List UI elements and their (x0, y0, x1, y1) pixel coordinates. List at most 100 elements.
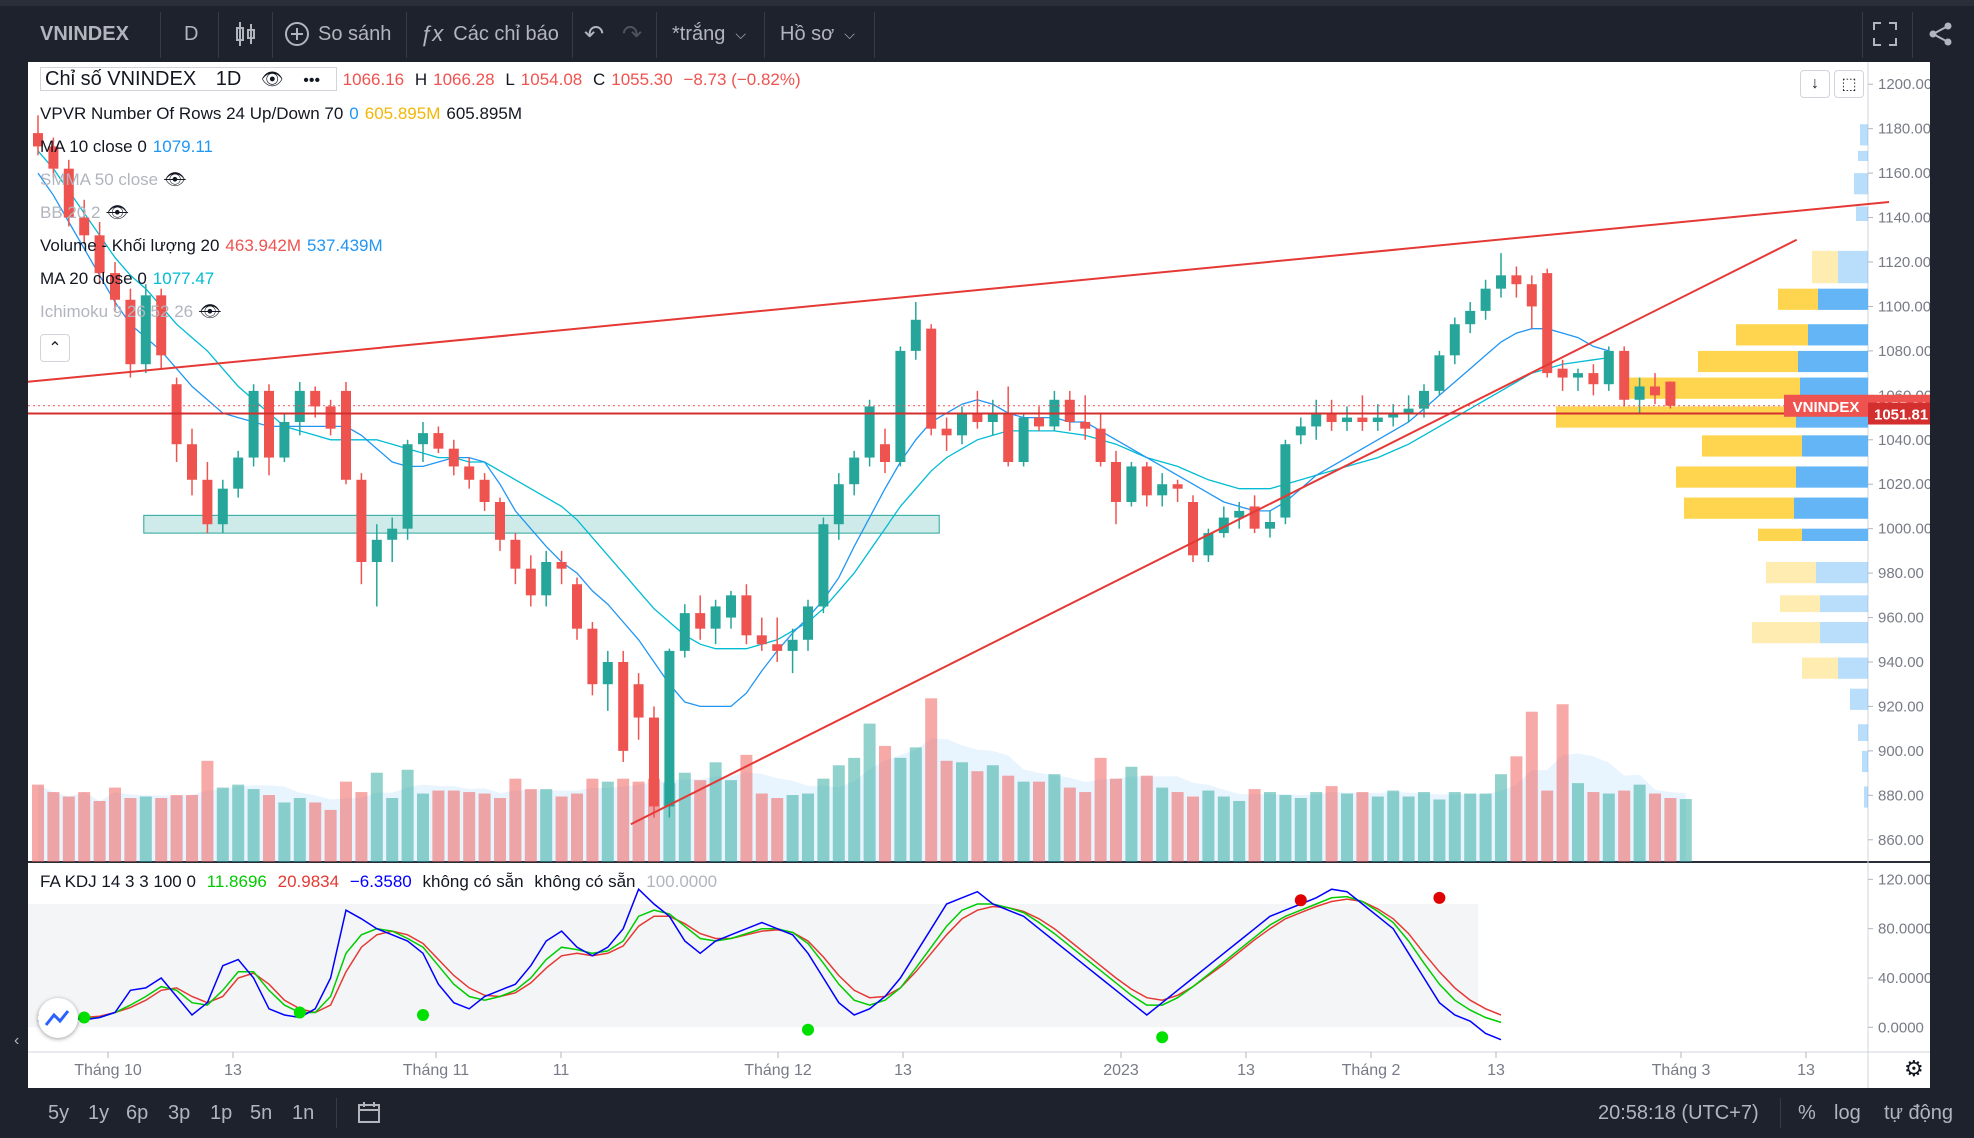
candle-body (1434, 355, 1445, 391)
time-tick-label: 13 (894, 1062, 912, 1079)
volume-bar (324, 809, 337, 862)
volume-bar (1017, 781, 1030, 862)
volume-bar (725, 780, 737, 862)
right-widget-bar (1930, 62, 1974, 1088)
clock-readout[interactable]: 20:58:18 (UTC+7) (1598, 1088, 1759, 1138)
candle-body (233, 457, 244, 489)
time-tick-label: 13 (224, 1062, 242, 1079)
range-button-6p[interactable]: 6p (126, 1101, 149, 1124)
volume-profile-up-bar (1854, 173, 1868, 195)
collapse-legend-button[interactable]: ⌃ (40, 334, 70, 362)
candle-body (541, 562, 552, 596)
chart-logo (38, 998, 78, 1038)
indicators-button[interactable]: ƒx Các chỉ báo (420, 6, 559, 62)
redo-button[interactable]: ↷ (622, 6, 642, 62)
high-label: H (414, 70, 428, 89)
candle-body (479, 479, 490, 502)
eye-icon[interactable]: 👁 (260, 69, 284, 89)
bb-name: BB 20 2 (40, 203, 101, 222)
candle-body (818, 524, 829, 607)
volume-bar (186, 795, 198, 862)
percent-scale-button[interactable]: % (1798, 1088, 1816, 1138)
volume-profile-down-bar (1736, 324, 1808, 346)
date-range-button[interactable] (356, 1088, 382, 1138)
calendar-icon (358, 1102, 380, 1123)
chart-pane[interactable]: 1200.00 1180.00 1160.00 1140.00 1120.00 1100.… (25, 62, 1941, 1088)
volume-bar (832, 765, 845, 862)
vpvr-value-3: 605.895M (446, 104, 523, 123)
indicator-legend-volume: Volume - Khối lượng 20 463.942M 537.439M (40, 236, 389, 256)
maximize-pane-button[interactable]: ⬚ (1834, 70, 1864, 98)
volume-profile-up-bar (1850, 688, 1868, 710)
fullscreen-button[interactable] (1872, 6, 1898, 62)
volume-bar (1649, 793, 1661, 862)
volume-bar (1264, 792, 1276, 862)
volume-bar (1048, 774, 1061, 862)
settings-button[interactable]: ⚙ (1904, 1056, 1924, 1081)
log-label: log (1834, 1101, 1861, 1124)
volume-bar (632, 781, 645, 862)
hidden-eye-icon[interactable]: 👁 (199, 302, 221, 321)
compare-button[interactable]: So sánh (284, 6, 391, 62)
range-button-5n[interactable]: 5n (250, 1101, 273, 1124)
candle-body (864, 406, 875, 458)
ichimoku-name: Ichimoku 9 26 52 26 (40, 302, 194, 321)
trendline (25, 201, 1890, 383)
candle-body (726, 595, 736, 618)
candle-body (833, 484, 844, 525)
redo-icon: ↷ (622, 20, 643, 48)
range-button-1n[interactable]: 1n (292, 1101, 315, 1124)
candle-body (618, 662, 629, 751)
time-tick-label: Tháng 10 (74, 1062, 142, 1079)
profile-dropdown[interactable]: Hồ sơ ⌵ (780, 6, 855, 62)
range-button-1y[interactable]: 1y (88, 1101, 110, 1124)
more-icon[interactable]: ••• (303, 72, 321, 89)
range-button-5y[interactable]: 5y (48, 1101, 70, 1124)
candle-body (1665, 381, 1676, 406)
scroll-to-bottom-button[interactable]: ↓ (1800, 70, 1830, 98)
undo-button[interactable]: ↶ (584, 6, 604, 62)
collapse-toolbar-icon[interactable]: ‹ (14, 1032, 20, 1049)
high-value: 1066.28 (433, 70, 495, 89)
symbol-search-button[interactable]: VNINDEX (40, 6, 129, 62)
candle-body (895, 350, 906, 462)
arrow-down-icon: ↓ (1811, 75, 1819, 92)
volume-bar (263, 795, 275, 862)
open-value: 1066.16 (342, 70, 405, 89)
kdj-name: FA KDJ 14 3 3 100 0 (40, 872, 196, 891)
auto-scale-button[interactable]: tự động (1884, 1088, 1953, 1138)
share-button[interactable] (1928, 6, 1954, 62)
volume-profile-up-bar (1838, 657, 1868, 679)
legend-title: Chỉ số VNINDEX (45, 68, 197, 90)
price-tick-label: 1020.00 (1878, 476, 1930, 493)
hidden-eye-icon[interactable]: 👁 (106, 203, 129, 222)
kdj-legend: FA KDJ 14 3 3 100 0 11.8696 20.9834 −6.3… (40, 872, 723, 892)
bottom-toolbar: 5y 1y 6p 3p 1p 5n 1n 20:58:18 (UTC+7) % log tự… (0, 1088, 1974, 1138)
chart-canvas[interactable]: 1200.001180.001160.001140.001120.001100.… (25, 62, 1941, 1088)
indicator-legend-ichimoku: Ichimoku 9 26 52 26 👁 (40, 302, 227, 322)
theme-dropdown[interactable]: *trắng ⌵ (672, 6, 746, 62)
volume-bar (802, 793, 814, 862)
hidden-eye-icon[interactable]: 👁 (164, 170, 186, 189)
candle-body (387, 528, 398, 540)
auto-label: tự động (1884, 1101, 1953, 1124)
volume-bar (1079, 792, 1092, 862)
candle-body (633, 684, 644, 718)
chevron-down-icon: ⌵ (735, 25, 746, 42)
chart-type-button[interactable] (234, 6, 258, 62)
volume-profile-up-bar (1802, 435, 1868, 457)
volume-bar (155, 798, 168, 862)
time-tick-label: Tháng 11 (403, 1062, 470, 1079)
candle-body (1218, 517, 1229, 534)
log-scale-button[interactable]: log (1834, 1088, 1861, 1138)
range-button-3p[interactable]: 3p (168, 1101, 191, 1124)
kdj-j-line (37, 898, 1502, 1019)
range-button-1p[interactable]: 1p (210, 1101, 233, 1124)
volume-profile-down-bar (1812, 250, 1838, 284)
interval-button[interactable]: D (184, 6, 198, 62)
volume-bar (216, 787, 229, 862)
volume-bar (786, 795, 799, 862)
price-tick-label: 1000.00 (1878, 521, 1930, 538)
candle-body (63, 168, 74, 218)
candle-body (1342, 417, 1352, 422)
